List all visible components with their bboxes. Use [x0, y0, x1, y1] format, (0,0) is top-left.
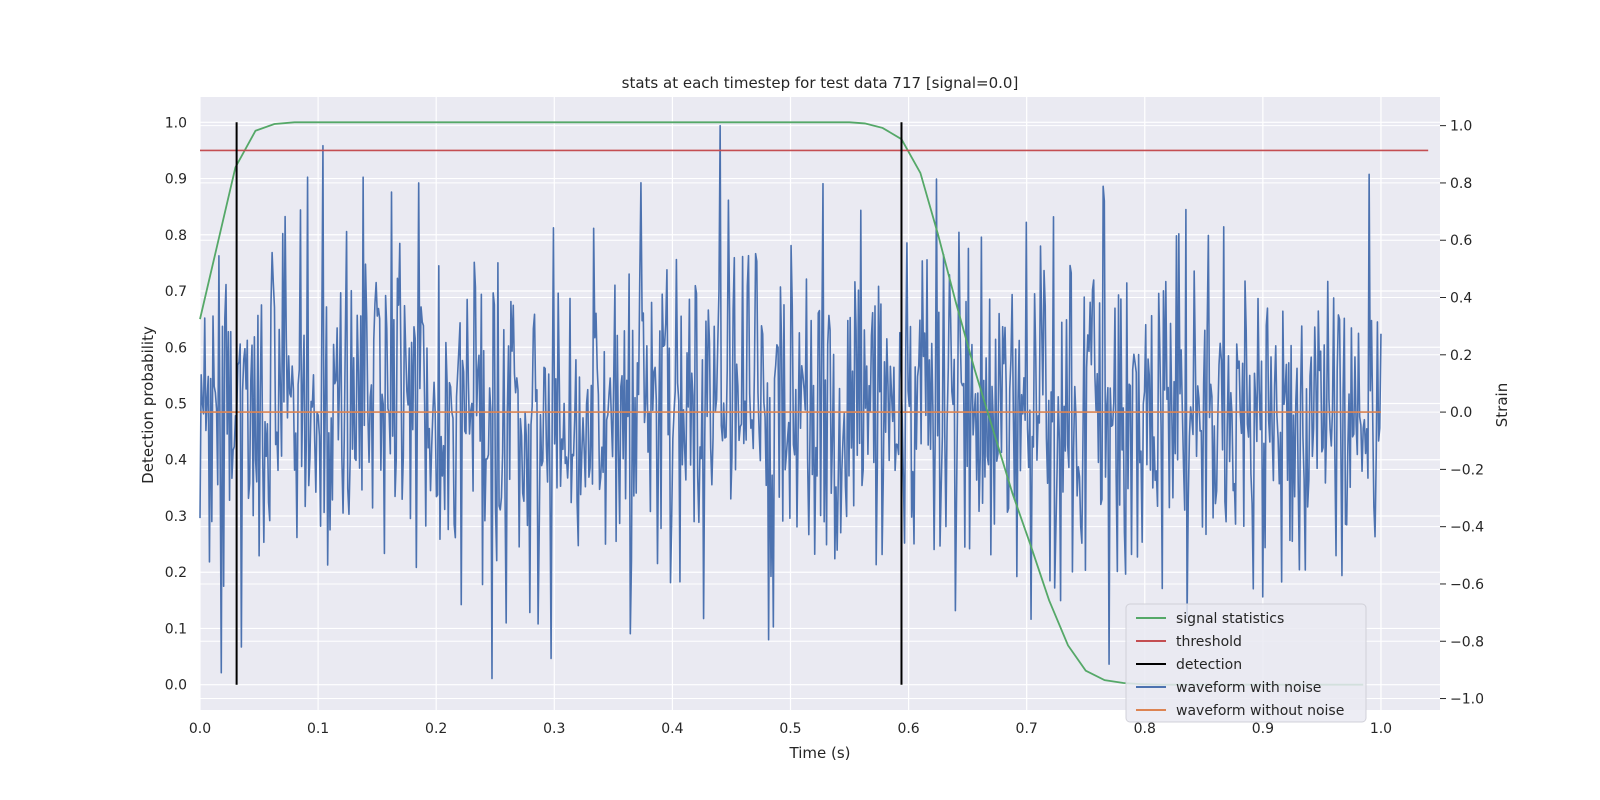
legend-label: threshold: [1176, 634, 1242, 650]
y2-tick-label: −0.2: [1450, 462, 1484, 478]
y2-tick-label: 1.0: [1450, 119, 1472, 135]
y2-tick-label: −0.8: [1450, 634, 1484, 650]
x-tick-label: 0.8: [1134, 721, 1156, 737]
y-tick-label: 0.5: [165, 397, 187, 413]
legend-label: waveform with noise: [1176, 680, 1321, 696]
y-tick-label: 0.8: [165, 228, 187, 244]
y-axis-title: Detection probability: [139, 326, 157, 484]
x-tick-label: 0.9: [1252, 721, 1274, 737]
x-axis-title: Time (s): [789, 744, 851, 762]
x-tick-label: 1.0: [1370, 721, 1392, 737]
x-tick-label: 0.3: [543, 721, 565, 737]
waveform-with-noise-line: [199, 124, 1382, 680]
y-tick-label: 0.2: [165, 565, 187, 581]
y2-axis-title: Strain: [1493, 383, 1511, 427]
y-tick-label: 0.0: [165, 678, 187, 694]
y-tick-label: 0.1: [165, 621, 187, 637]
y-tick-label: 0.4: [165, 453, 187, 469]
legend-box: [1125, 603, 1367, 723]
x-tick-label: 0.1: [307, 721, 329, 737]
x-tick-label: 0.5: [779, 721, 801, 737]
x-tick-label: 0.7: [1016, 721, 1038, 737]
chart-title: stats at each timestep for test data 717…: [622, 74, 1019, 92]
y2-tick-label: −1.0: [1450, 692, 1484, 708]
legend-label: signal statistics: [1176, 611, 1284, 627]
axes: 0.0 0.1 0.2 0.3 0.4 0.5 0.6 0.7 0.8 0.9 1.0 0.0 0.1 0…: [165, 115, 1484, 737]
y-tick-label: 0.6: [165, 340, 187, 356]
y-tick-label: 0.9: [165, 172, 187, 188]
y2-tick-label: 0.4: [1450, 291, 1472, 307]
y2-tick-label: 0.6: [1450, 233, 1472, 249]
y2-tick-label: −0.6: [1450, 577, 1484, 593]
x-tick-label: 0.2: [425, 721, 447, 737]
y2-tick-label: 0.8: [1450, 176, 1472, 192]
legend-label: waveform without noise: [1176, 703, 1344, 719]
y-tick-label: 1.0: [165, 115, 187, 131]
y2-tick-label: −0.4: [1450, 520, 1484, 536]
x-tick-label: 0.6: [897, 721, 919, 737]
x-tick-label: 0.0: [189, 721, 211, 737]
x-tick-label: 0.4: [661, 721, 683, 737]
legend-label: detection: [1176, 657, 1242, 673]
y-tick-label: 0.7: [165, 284, 187, 300]
y-tick-label: 0.3: [165, 509, 187, 525]
legend: signal statistics threshold detection wavef…: [1125, 603, 1367, 723]
y2-tick-label: 0.2: [1450, 348, 1472, 364]
y2-tick-label: 0.0: [1450, 405, 1472, 421]
